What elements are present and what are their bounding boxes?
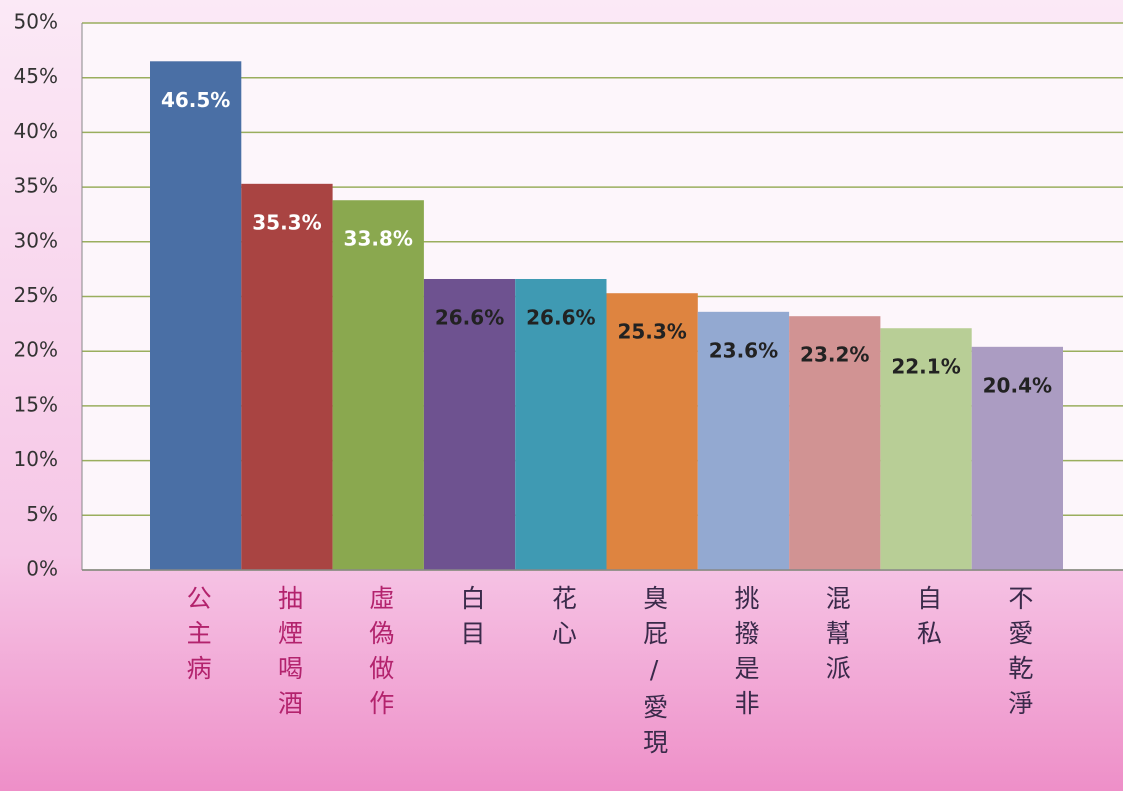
value-label: 23.2% — [800, 343, 869, 367]
x-tick-label: 挑撥是非 — [731, 585, 760, 725]
bar — [880, 328, 972, 570]
value-label: 26.6% — [435, 305, 504, 329]
bar — [606, 293, 698, 570]
bar — [515, 278, 607, 570]
bar — [789, 316, 881, 570]
value-label: 22.1% — [891, 355, 960, 379]
bar — [332, 200, 424, 570]
bar — [697, 311, 790, 570]
bar — [241, 183, 333, 570]
y-tick-label: 45% — [14, 64, 58, 88]
value-label: 25.3% — [617, 320, 686, 344]
x-tick-label: 公主病 — [183, 585, 212, 690]
y-tick-label: 40% — [14, 119, 58, 143]
y-tick-label: 10% — [14, 447, 58, 471]
x-tick-label: 虛偽做作 — [366, 585, 395, 725]
x-tick-label: 白目 — [457, 585, 486, 655]
y-tick-label: 30% — [14, 228, 58, 252]
value-label: 23.6% — [709, 338, 778, 362]
value-label: 46.5% — [161, 88, 230, 112]
x-tick-label: 混幫派 — [822, 585, 851, 690]
value-label: 20.4% — [983, 373, 1052, 397]
bar — [423, 278, 516, 570]
y-tick-label: 25% — [14, 283, 58, 307]
x-tick-label: 自私 — [914, 585, 943, 655]
bar — [971, 346, 1063, 570]
x-tick-label: 花心 — [548, 585, 577, 655]
x-tick-label: 不愛乾淨 — [1005, 585, 1034, 725]
y-tick-label: 35% — [14, 174, 58, 198]
y-tick-label: 50% — [14, 10, 58, 34]
y-tick-label: 15% — [14, 392, 58, 416]
bar — [150, 61, 242, 570]
y-tick-label: 20% — [14, 338, 58, 362]
value-label: 35.3% — [252, 210, 321, 234]
value-label: 26.6% — [526, 305, 595, 329]
x-tick-label: 抽煙喝酒 — [274, 585, 303, 725]
value-label: 33.8% — [344, 227, 413, 251]
x-tick-label: 臭屁/愛現 — [640, 585, 669, 764]
y-tick-label: 0% — [26, 557, 58, 581]
y-tick-label: 5% — [26, 502, 58, 526]
